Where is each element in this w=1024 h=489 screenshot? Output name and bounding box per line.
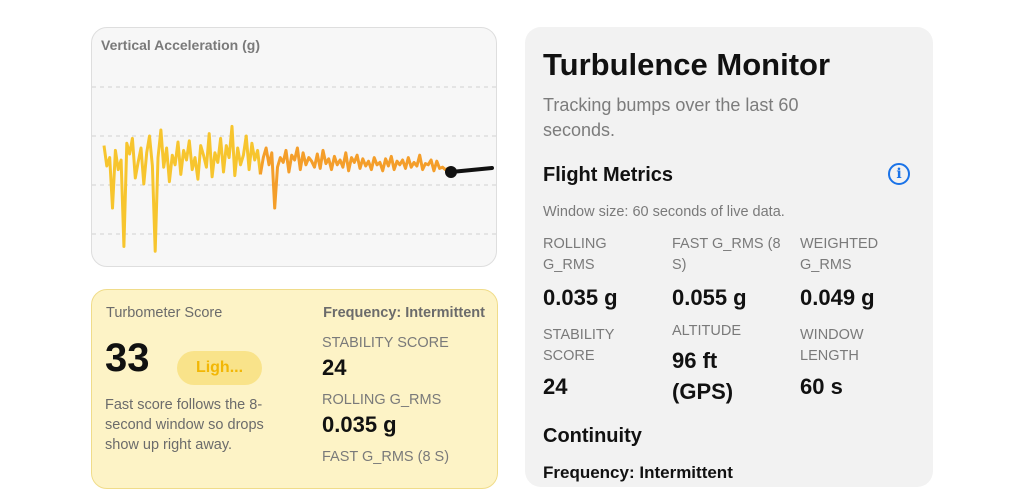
- acceleration-chart: [92, 86, 496, 253]
- metric-value: 24: [543, 374, 568, 399]
- metric-stability-score: STABILITY SCORE 24: [543, 325, 663, 402]
- metric-value: 0.035 g: [543, 285, 618, 310]
- current-marker-line: [449, 166, 494, 174]
- mini-rolling: ROLLING G_RMS 0.035 g: [322, 392, 441, 438]
- acceleration-trace-late: [258, 146, 452, 210]
- mini-rolling-label: ROLLING G_RMS: [322, 392, 442, 408]
- metric-label: WEIGHTED G_RMS: [800, 236, 879, 273]
- info-icon[interactable]: i: [888, 163, 910, 185]
- metric-value: 0.055 g: [672, 285, 747, 310]
- mini-stability-label: STABILITY SCORE: [322, 335, 449, 351]
- metric-value: 60 s: [800, 374, 843, 399]
- metric-label: ROLLING G_RMS: [543, 236, 607, 273]
- current-marker-dot: [445, 166, 457, 178]
- score-value: 33: [105, 336, 150, 380]
- metric-weighted-grms: WEIGHTED G_RMS 0.049 g: [800, 234, 920, 313]
- turbometer-score-card: Turbometer Score Frequency: Intermittent…: [91, 289, 498, 489]
- metric-label: FAST G_RMS (8 S): [672, 236, 781, 273]
- frequency-label: Frequency: Intermittent: [323, 305, 485, 321]
- metric-value: 0.049 g: [800, 285, 875, 310]
- metric-altitude: ALTITUDE 96 ft (GPS): [672, 321, 792, 407]
- acceleration-chart-card: Vertical Acceleration (g): [91, 27, 497, 267]
- chart-title: Vertical Acceleration (g): [101, 37, 260, 53]
- flight-metrics-title: Flight Metrics: [543, 164, 674, 186]
- mini-stability: STABILITY SCORE 24: [322, 335, 449, 381]
- score-note: Fast score follows the 8-second window s…: [105, 397, 264, 453]
- mini-fast: FAST G_RMS (8 S): [322, 449, 449, 465]
- page-subtitle: Tracking bumps over the last 60 seconds.: [543, 95, 799, 140]
- continuity-title: Continuity: [543, 425, 642, 447]
- metric-window-length: WINDOW LENGTH 60 s: [800, 325, 920, 402]
- mini-rolling-value: 0.035 g: [322, 412, 397, 437]
- turbulence-monitor-panel: Turbulence Monitor Tracking bumps over t…: [525, 27, 933, 487]
- turbulence-level-badge: Ligh...: [177, 351, 262, 385]
- metric-label: WINDOW LENGTH: [800, 327, 864, 364]
- metric-label: STABILITY SCORE: [543, 327, 615, 364]
- metric-label: ALTITUDE: [672, 323, 742, 339]
- page-title: Turbulence Monitor: [543, 47, 831, 82]
- acceleration-trace-early: [102, 124, 262, 253]
- metric-rolling-grms: ROLLING G_RMS 0.035 g: [543, 234, 663, 313]
- continuity-frequency: Frequency: Intermittent: [543, 463, 733, 482]
- score-label: Turbometer Score: [106, 305, 223, 321]
- metric-fast-grms: FAST G_RMS (8 S) 0.055 g: [672, 234, 792, 313]
- window-size-note: Window size: 60 seconds of live data.: [543, 204, 785, 220]
- mini-stability-value: 24: [322, 355, 347, 380]
- mini-fast-label: FAST G_RMS (8 S): [322, 449, 450, 465]
- metric-value: 96 ft (GPS): [672, 348, 734, 404]
